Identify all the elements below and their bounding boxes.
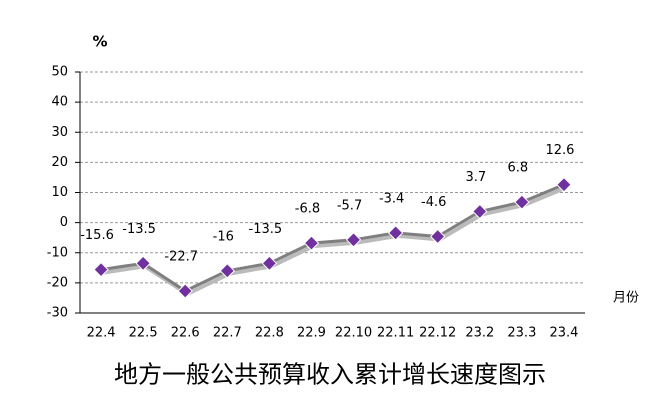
data-label: -5.7	[337, 198, 362, 213]
x-tick-label: 22.8	[255, 326, 284, 341]
x-tick-label: 22.9	[297, 326, 326, 341]
x-tick-label: 22.10	[335, 326, 372, 341]
x-tick-label: 22.7	[213, 326, 242, 341]
y-tick-label: -20	[47, 275, 68, 290]
x-tick-label: 23.2	[465, 326, 494, 341]
data-point	[93, 261, 109, 278]
x-axis-label: 月份	[613, 291, 639, 306]
data-point	[345, 232, 362, 248]
y-tick-label: 30	[51, 125, 68, 140]
y-tick-label: 20	[51, 155, 68, 170]
data-point	[514, 194, 530, 210]
data-point	[387, 225, 404, 241]
data-point	[177, 283, 193, 299]
data-label: -15.6	[80, 228, 114, 243]
y-tick-label: 10	[51, 185, 68, 200]
y-tick-label: -10	[47, 245, 68, 260]
data-label: -6.8	[295, 202, 320, 217]
data-point	[472, 203, 488, 220]
y-tick-label: 50	[51, 65, 68, 80]
y-tick-label: 0	[60, 215, 68, 230]
series-line	[100, 183, 565, 293]
x-tick-label: 22.11	[377, 326, 414, 341]
data-point	[135, 255, 151, 272]
x-tick-label: 22.6	[171, 326, 200, 341]
data-label: -13.5	[249, 222, 283, 237]
data-point	[261, 255, 278, 272]
data-label: -22.7	[164, 250, 198, 265]
x-tick-label: 22.5	[129, 326, 158, 341]
y-tick-label: 40	[51, 95, 68, 110]
chart-title: 地方一般公共预算收入累计增长速度图示	[114, 361, 546, 389]
data-label: 3.7	[465, 170, 486, 185]
x-tick-label: 22.12	[419, 326, 456, 341]
data-label: 6.8	[508, 161, 529, 176]
data-label: -3.4	[379, 191, 404, 206]
data-label: -13.5	[122, 222, 156, 237]
data-point	[430, 228, 446, 245]
y-tick-label: -30	[47, 306, 68, 321]
data-point	[219, 263, 235, 279]
x-tick-label: 23.4	[549, 326, 578, 341]
x-tick-label: 23.3	[507, 326, 536, 341]
y-axis-unit: %	[92, 33, 107, 51]
data-label: 12.6	[545, 143, 574, 158]
data-label: -4.6	[421, 195, 446, 210]
x-tick-label: 22.4	[87, 326, 116, 341]
data-label: -16	[213, 229, 234, 244]
data-point	[303, 235, 320, 251]
data-point	[556, 176, 572, 193]
